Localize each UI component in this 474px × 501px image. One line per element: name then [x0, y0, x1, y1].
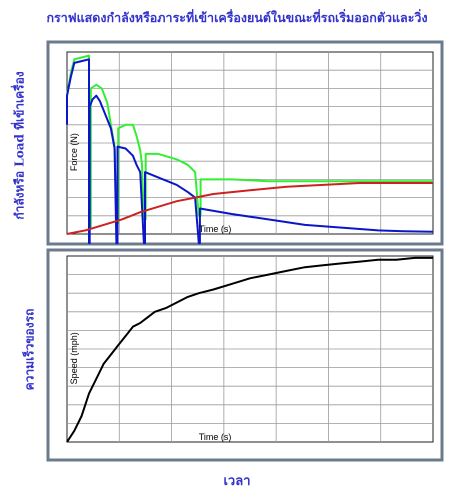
- y-axis-label-1: Speed (mph): [69, 332, 79, 384]
- y-axis-label-0: Force (N): [69, 133, 79, 171]
- x-axis-label-0: Time (s): [199, 224, 232, 234]
- bottom-axis-label: เวลา: [223, 474, 251, 489]
- chart-title: กราฟแสดงกำลังหรือภาระที่เข้าเครื่องยนต์ใ…: [46, 10, 428, 25]
- series-line-0-1: [66, 58, 434, 245]
- series-line-0-2: [66, 182, 433, 235]
- x-axis-label-1: Time (s): [199, 432, 232, 442]
- series-line-1-0: [66, 256, 433, 443]
